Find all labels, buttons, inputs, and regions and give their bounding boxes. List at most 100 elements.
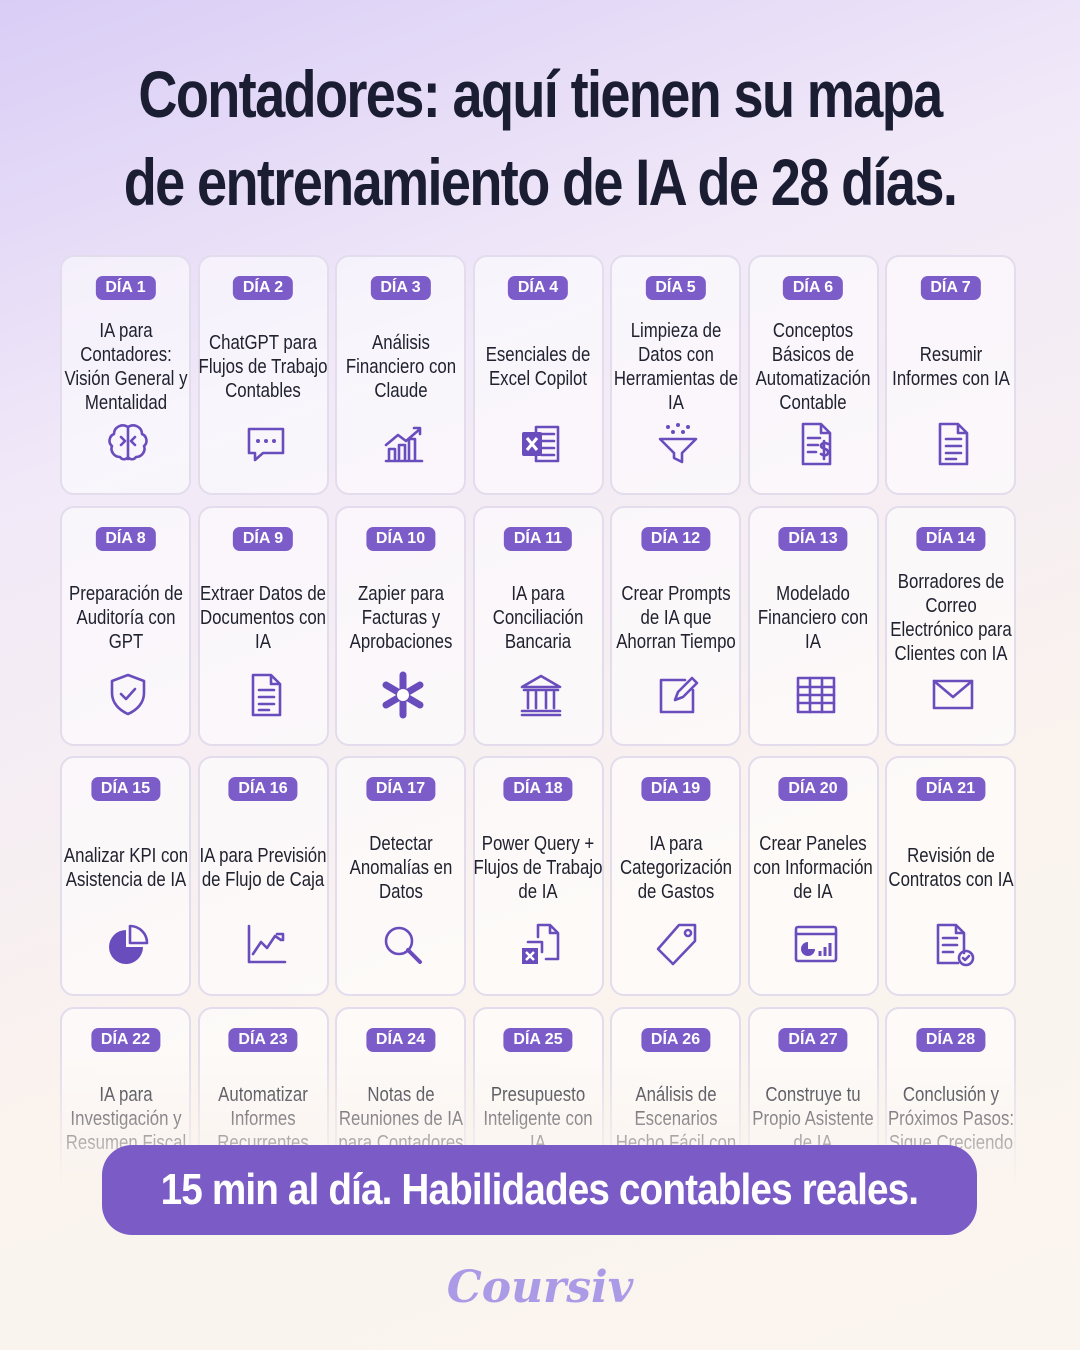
day-text: IA para Categorización de Gastos [619,833,732,903]
day-badge: DÍA 12 [640,526,711,551]
title-line: Contadores: aquí tienen su mapa [138,57,943,131]
day-text: ChatGPT para Flujos de Trabajo Contables [198,332,328,402]
day-icon [936,923,975,967]
day-card: DÍA 11 IA para Conciliación Bancaria [472,505,604,746]
day-text: Crear Prompts de IA que Ahorran Tiempo [615,582,736,653]
day-icon [108,424,148,461]
day-icon [384,426,424,463]
day-badge: DÍA 1 [95,276,156,300]
day-text: IA para Previsión de Flujo de Caja [199,845,327,891]
grid-clip: DÍA 1 IA para Contadores: Visión General … [60,255,1020,1185]
day-icon [794,925,837,963]
day-text: Esenciales de Excel Copilot [485,344,591,390]
day-text: Preparación de Auditoría con GPT [68,582,183,653]
day-card: DÍA 6 Conceptos Básicos de Automatización… [747,255,879,495]
day-icon [247,427,284,462]
banner-text: 15 min al día. Habilidades contables rea… [160,1165,919,1214]
day-card: DÍA 4 Esenciales de Excel Copilot [472,255,604,495]
day-card: DÍA 14 Borradores de Correo Electrónico p… [885,505,1016,746]
day-badge: DÍA 14 [915,526,986,551]
day-badge: DÍA 17 [365,777,436,801]
day-icon [110,673,146,715]
day-card: DÍA 8 Preparación de Auditoría con GPT [60,505,191,746]
day-badge: DÍA 20 [778,777,848,801]
day-badge: DÍA 7 [920,276,981,300]
day-card: DÍA 16 IA para Previsión de Flujo de Caja [197,756,329,996]
day-card: DÍA 9 Extraer Datos de Documentos con IA [197,505,329,746]
day-card: DÍA 17 Detectar Anomalías en Datos [335,756,466,996]
day-badge: DÍA 16 [228,777,298,801]
day-icon [520,674,561,716]
day-badge: DÍA 21 [915,777,986,801]
day-card: DÍA 10 Zapier para Facturas y Aprobacione… [335,505,466,746]
day-badge: DÍA 24 [365,1027,436,1052]
day-badge: DÍA 25 [503,1027,573,1052]
day-text: Power Query + Flujos de Trabajo de IA [473,833,603,903]
day-text: Presupuesto Inteligente con IA [483,1083,593,1154]
day-icon [109,924,149,964]
day-badge: DÍA 28 [915,1027,986,1052]
day-text: Extraer Datos de Documentos con IA [199,582,327,653]
day-badge: DÍA 15 [90,777,161,801]
day-badge: DÍA 22 [90,1027,161,1052]
day-icon [938,422,969,466]
day-badge: DÍA 2 [232,276,294,300]
day-icon [796,676,835,713]
title-line: de entrenamiento de IA de 28 días. [123,145,958,219]
day-badge: DÍA 23 [228,1027,298,1052]
day-card: DÍA 2 ChatGPT para Flujos de Trabajo Cont… [197,255,329,495]
day-card: DÍA 13 Modelado Financiero con IA [747,505,879,746]
day-icon [659,676,699,713]
day-text: Detectar Anomalías en Datos [349,833,452,903]
day-text: Conceptos Básicos de Automatización Cont… [755,320,871,414]
day-card: DÍA 7 Resumir Informes con IA [885,255,1016,495]
day-card: DÍA 18 Power Query + Flujos de Trabajo de… [472,756,604,996]
day-text: Limpieza de Datos con Herramientas de IA [613,320,738,414]
day-icon [801,422,831,466]
day-icon [521,425,559,463]
day-badge: DÍA 3 [370,276,431,300]
day-icon [384,926,422,964]
day-card: DÍA 19 IA para Categorización de Gastos [610,756,741,996]
day-text: Borradores de Correo Electrónico para Cl… [889,570,1012,665]
day-card: DÍA 3 Análisis Financiero con Claude [335,255,466,495]
day-text: Modelado Financiero con IA [757,582,869,653]
day-card: DÍA 15 Analizar KPI con Asistencia de IA [60,756,191,996]
day-icon [247,924,286,964]
day-grid: DÍA 1 IA para Contadores: Visión General … [60,255,1020,1185]
day-card: DÍA 21 Revisión de Contratos con IA [885,756,1016,996]
day-text: Resumir Informes con IA [891,344,1010,390]
day-text: Revisión de Contratos con IA [887,845,1014,891]
day-text: IA para Conciliación Bancaria [492,582,584,653]
day-badge: DÍA 9 [232,526,294,551]
day-card: DÍA 20 Crear Paneles con Información de I… [747,756,879,996]
day-text: Crear Paneles con Información de IA [753,833,873,903]
day-badge: DÍA 5 [645,276,706,300]
day-text: Analizar KPI con Asistencia de IA [63,845,188,891]
day-badge: DÍA 26 [640,1027,711,1052]
day-badge: DÍA 6 [782,276,844,300]
day-badge: DÍA 4 [507,276,569,300]
day-badge: DÍA 8 [95,526,156,551]
day-badge: DÍA 27 [778,1027,848,1052]
day-icon [932,679,974,709]
day-icon [656,923,697,966]
day-icon [251,673,281,716]
day-card: DÍA 12 Crear Prompts de IA que Ahorran Ti… [610,505,741,746]
day-card: DÍA 1 IA para Contadores: Visión General … [60,255,191,495]
day-icon [382,671,424,718]
day-icon [521,923,559,964]
day-text: IA para Contadores: Visión General y Men… [64,320,187,414]
day-icon [658,423,698,464]
banner: 15 min al día. Habilidades contables rea… [102,1145,977,1235]
day-badge: DÍA 10 [365,526,436,551]
day-card: DÍA 5 Limpieza de Datos con Herramientas … [610,255,741,495]
day-badge: DÍA 13 [778,526,848,551]
day-badge: DÍA 18 [503,777,573,801]
day-badge: DÍA 11 [503,526,573,551]
day-badge: DÍA 19 [640,777,711,801]
brand: Coursiv [446,1262,634,1313]
day-text: Zapier para Facturas y Aprobaciones [349,582,452,653]
title: Contadores: aquí tienen su mapa de entre… [0,50,1080,226]
